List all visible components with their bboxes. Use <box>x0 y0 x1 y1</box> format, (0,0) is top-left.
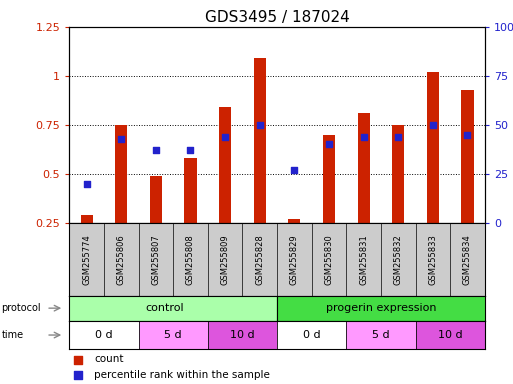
Text: percentile rank within the sample: percentile rank within the sample <box>94 370 270 380</box>
Point <box>117 136 125 142</box>
Bar <box>277 321 346 349</box>
Bar <box>184 158 196 223</box>
Text: GSM255831: GSM255831 <box>359 234 368 285</box>
Text: 0 d: 0 d <box>303 330 321 340</box>
Text: GSM255834: GSM255834 <box>463 234 472 285</box>
Bar <box>392 125 404 223</box>
Bar <box>358 113 370 223</box>
Point <box>73 357 82 363</box>
Bar <box>346 321 416 349</box>
Bar <box>253 58 266 223</box>
Text: GSM255828: GSM255828 <box>255 234 264 285</box>
Bar <box>81 215 93 223</box>
Bar <box>461 89 473 223</box>
Text: GDS3495 / 187024: GDS3495 / 187024 <box>205 10 349 25</box>
Bar <box>323 135 335 223</box>
Point <box>463 131 471 138</box>
Text: GSM255833: GSM255833 <box>428 234 438 285</box>
Bar <box>208 321 277 349</box>
Text: progerin expression: progerin expression <box>326 303 436 313</box>
Bar <box>219 107 231 223</box>
Bar <box>288 219 301 223</box>
Text: 0 d: 0 d <box>95 330 113 340</box>
Point <box>152 147 160 153</box>
Text: protocol: protocol <box>2 303 41 313</box>
Text: GSM255806: GSM255806 <box>116 234 126 285</box>
Point <box>255 122 264 128</box>
Text: 10 d: 10 d <box>438 330 463 340</box>
Bar <box>69 321 139 349</box>
Bar <box>416 321 485 349</box>
Text: time: time <box>2 330 24 340</box>
Point <box>186 147 194 153</box>
Point <box>429 122 437 128</box>
Text: GSM255832: GSM255832 <box>393 234 403 285</box>
Point <box>290 167 299 173</box>
Bar <box>139 321 208 349</box>
Text: 5 d: 5 d <box>372 330 390 340</box>
Text: count: count <box>94 354 124 364</box>
Text: control: control <box>145 303 184 313</box>
Point <box>394 134 402 140</box>
Text: 5 d: 5 d <box>164 330 182 340</box>
Point <box>360 134 368 140</box>
Text: GSM255808: GSM255808 <box>186 234 195 285</box>
Point <box>83 180 91 187</box>
Bar <box>115 125 127 223</box>
Text: GSM255809: GSM255809 <box>221 234 230 285</box>
Text: GSM255807: GSM255807 <box>151 234 161 285</box>
Text: GSM255774: GSM255774 <box>82 234 91 285</box>
Bar <box>427 72 439 223</box>
Text: 10 d: 10 d <box>230 330 255 340</box>
Text: GSM255830: GSM255830 <box>324 234 333 285</box>
Point <box>325 141 333 147</box>
Text: GSM255829: GSM255829 <box>290 234 299 285</box>
Point <box>221 134 229 140</box>
Bar <box>150 176 162 223</box>
Point <box>73 372 82 379</box>
